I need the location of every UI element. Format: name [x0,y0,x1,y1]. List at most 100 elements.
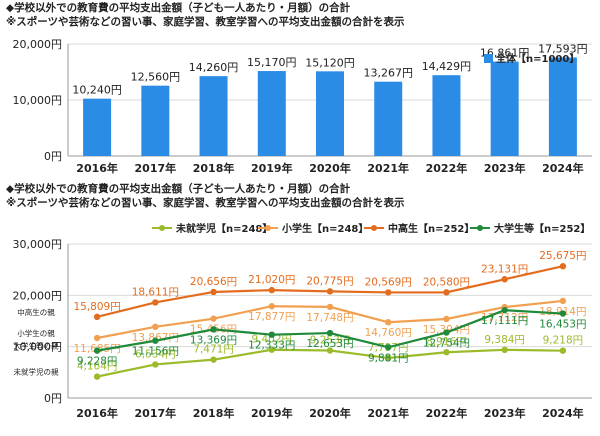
series-value-label: 20,569円 [365,276,412,288]
line-y-tick-label: 10,000円 [13,341,63,354]
series-point [501,346,508,354]
series-point [443,289,450,296]
series-point [326,288,334,295]
bar [374,81,403,156]
bar [432,75,461,156]
series-value-label: 18,611円 [132,286,179,298]
series-point [268,303,275,310]
line-x-tick-label: 2016年 [76,406,118,420]
series-value-label: 16,453円 [539,319,586,331]
bar-legend-swatch [484,54,493,63]
bar-y-tick-label: 20,000円 [13,38,63,51]
series-point [385,289,392,296]
series-value-label: 11,156円 [132,346,179,358]
series-point [326,329,334,337]
line-x-tick-label: 2021年 [367,406,409,420]
series-point [93,313,101,321]
series-point [385,319,392,326]
bar-x-tick-label: 2023年 [484,161,526,175]
line-x-tick-label: 2024年 [542,406,584,420]
series-point [268,346,275,353]
series-value-label: 20,580円 [423,276,470,288]
bar-value-label: 13,267円 [363,67,413,80]
series-point [326,303,334,311]
line-legend-label: 小学生【n=248】 [281,222,368,235]
line-legend-label: 中高生【n=252】 [388,222,474,235]
bar [141,85,170,156]
bar-x-tick-label: 2021年 [367,161,409,175]
series-value-label: 9,218円 [543,335,584,347]
series-point [443,315,450,323]
series-value-label: 17,877円 [248,311,295,323]
line-x-tick-label: 2017年 [135,406,177,420]
series-point [210,288,217,296]
bar-value-label: 10,240円 [72,84,122,97]
series-point [501,276,508,283]
series-value-label: 17,748円 [306,312,353,324]
series-side-label: 中高生の親 [17,307,55,317]
bar-value-label: 15,170円 [247,56,297,69]
series-value-label: 15,809円 [73,301,120,313]
bar-value-label: 17,593円 [538,42,588,55]
line-legend-label: 大学生等【n=252】 [494,222,590,235]
series-point [152,361,159,368]
series-value-label: 4,164円 [77,361,118,373]
bar [316,71,344,156]
series-point [93,347,101,354]
bar [199,76,228,156]
series-value-label: 20,775円 [306,275,353,287]
bar-value-label: 12,560円 [131,71,181,84]
line-chart-title: ◆学校以外での教育費の平均支出金額（子ども一人あたり・月額）の合計 [6,183,351,195]
bar [257,71,286,156]
series-value-label: 9,881円 [368,352,409,364]
series-value-label: 9,253円 [310,335,351,347]
bar [548,57,577,156]
series-value-label: 7,471円 [193,344,234,356]
series-value-label: 21,020円 [248,274,295,286]
bar-x-tick-label: 2022年 [426,161,468,175]
series-value-label: 13,369円 [190,334,237,346]
line-x-tick-label: 2023年 [484,406,526,420]
series-value-label: 8,916円 [426,336,467,348]
series-value-label: 9,384円 [484,334,525,346]
series-point [268,331,275,338]
line-x-tick-label: 2018年 [193,406,235,420]
line-legend-marker [371,225,377,231]
series-value-label: 12,754円 [423,338,470,350]
series-value-label: 12,653円 [306,338,353,350]
bar-chart-subtitle: ※スポーツや芸術などの習い事、家庭学習、教室学習への平均支出金額の合計を表示 [6,16,405,28]
bar-value-label: 15,120円 [305,56,355,69]
bar-x-tick-label: 2017年 [135,161,177,175]
bar-value-label: 14,429円 [422,60,472,73]
series-point [152,299,159,306]
series-point [385,344,392,351]
series-point [210,326,217,333]
line-legend-marker [265,225,271,231]
line-y-tick-label: 0円 [44,392,62,405]
series-point [559,310,567,317]
series-value-label: 25,675円 [539,250,586,262]
line-x-tick-label: 2019年 [251,406,293,420]
series-point [210,356,217,363]
line-x-tick-label: 2022年 [426,406,468,420]
series-point [93,373,101,380]
bar-chart-title: ◆学校以外での教育費の平均支出金額（子ども一人あたり・月額）の合計 [6,2,351,14]
bar-x-tick-label: 2024年 [542,161,584,175]
series-point [559,347,567,354]
series-point [268,286,275,294]
series-value-label: 23,131円 [481,263,528,275]
series-side-label: 未就学児の親 [14,367,59,377]
bar-legend-label: 全体【n=1000】 [495,52,579,65]
line-legend-marker [477,225,483,231]
series-point [152,323,159,331]
series-side-label: 大学生等の親 [14,341,59,351]
series-value-label: 12,333円 [248,340,295,352]
bar-y-tick-label: 0円 [44,150,62,163]
series-value-label: 6,534円 [135,348,176,360]
bar-x-tick-label: 2018年 [193,161,235,175]
line-legend-marker [159,225,165,231]
bar-x-tick-label: 2016年 [76,161,118,175]
series-value-label: 20,656円 [190,276,237,288]
series-point [93,334,101,342]
series-point [501,306,508,314]
